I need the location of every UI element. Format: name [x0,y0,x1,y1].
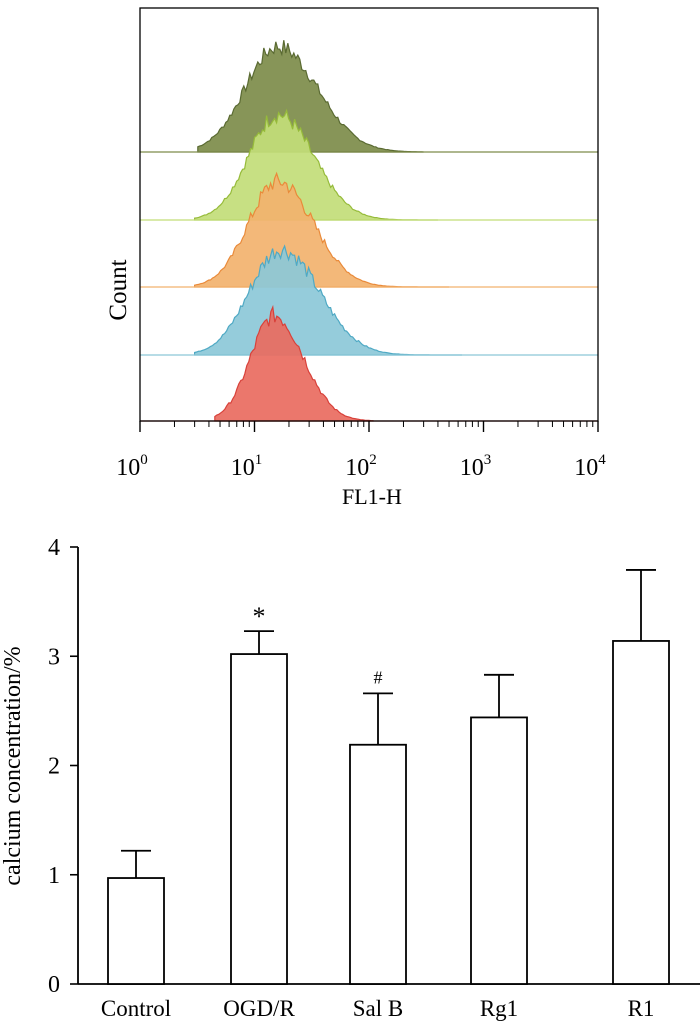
y-tick-label: 3 [48,644,60,670]
histogram-y-axis-label: Count [105,259,132,320]
histogram-series-group [140,40,598,422]
bars-group: Control OGD/R * Sal B # Rg1 R1 [101,569,670,1021]
x-tick-label: 102 [345,452,377,481]
bar-rg1 [470,716,528,985]
bar-chart-panel: 0 1 2 3 4 Control OGD/R * Sal B # Rg1 R1 calcium c… [0,535,700,1021]
bar-r1 [612,640,670,985]
x-category-label: Sal B [353,996,403,1021]
x-tick-label: 101 [231,452,263,481]
bar-ogd-r [230,653,288,985]
significance-marker: * [253,602,266,631]
bar-y-ticks: 0 1 2 3 4 [48,535,78,998]
flow-histogram-panel: 100 101 102 103 104 FL1-H Count [105,7,606,509]
y-tick-label: 0 [48,972,60,998]
bar-control [107,877,165,985]
x-category-label: Rg1 [480,996,518,1021]
bar-y-axis-label: calcium concentration/% [0,646,26,885]
x-tick-label: 104 [574,452,606,481]
bar-sal-b [349,743,407,985]
histogram-x-axis-label: FL1-H [342,484,402,509]
significance-marker: # [374,667,383,687]
histogram-series-5 [214,304,374,422]
y-tick-label: 4 [48,535,60,561]
histogram-series-1 [197,40,424,153]
x-tick-label: 100 [116,452,148,481]
x-tick-label: 103 [460,452,492,481]
x-category-label: Control [101,996,171,1021]
histogram-x-tick-labels: 100 101 102 103 104 [116,452,606,481]
x-category-label: R1 [628,996,655,1021]
histogram-x-ticks [139,421,599,432]
x-category-label: OGD/R [223,996,295,1021]
y-tick-label: 2 [48,754,60,780]
y-tick-label: 1 [48,863,60,889]
